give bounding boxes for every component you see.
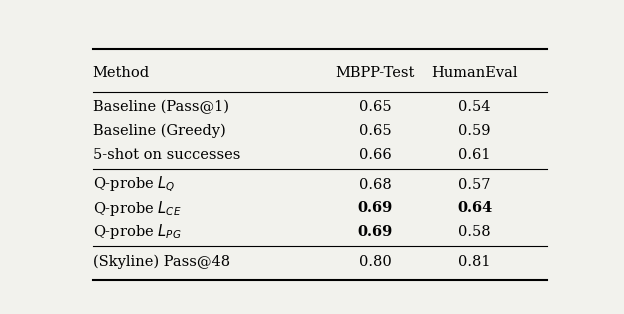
Text: 5-shot on successes: 5-shot on successes <box>92 148 240 162</box>
Text: MBPP-Test: MBPP-Test <box>336 66 415 80</box>
Text: 0.58: 0.58 <box>458 225 491 239</box>
Text: (Skyline) Pass@48: (Skyline) Pass@48 <box>92 255 230 269</box>
Text: Baseline (Greedy): Baseline (Greedy) <box>92 124 225 138</box>
Text: 0.65: 0.65 <box>359 124 392 138</box>
Text: 0.69: 0.69 <box>358 201 393 215</box>
Text: 0.64: 0.64 <box>457 201 492 215</box>
Text: Q-probe $L_Q$: Q-probe $L_Q$ <box>92 175 175 194</box>
Text: 0.57: 0.57 <box>458 178 491 192</box>
Text: 0.80: 0.80 <box>359 255 392 269</box>
Text: HumanEval: HumanEval <box>431 66 518 80</box>
Text: 0.65: 0.65 <box>359 100 392 115</box>
Text: 0.81: 0.81 <box>458 255 491 269</box>
Text: 0.54: 0.54 <box>458 100 491 115</box>
Text: 0.61: 0.61 <box>458 148 491 162</box>
Text: 0.68: 0.68 <box>359 178 392 192</box>
Text: 0.66: 0.66 <box>359 148 392 162</box>
Text: Method: Method <box>92 66 150 80</box>
Text: Baseline (Pass@1): Baseline (Pass@1) <box>92 100 228 115</box>
Text: 0.59: 0.59 <box>458 124 491 138</box>
Text: Q-probe $L_{CE}$: Q-probe $L_{CE}$ <box>92 199 181 218</box>
Text: 0.69: 0.69 <box>358 225 393 239</box>
Text: Q-probe $L_{PG}$: Q-probe $L_{PG}$ <box>92 223 181 241</box>
